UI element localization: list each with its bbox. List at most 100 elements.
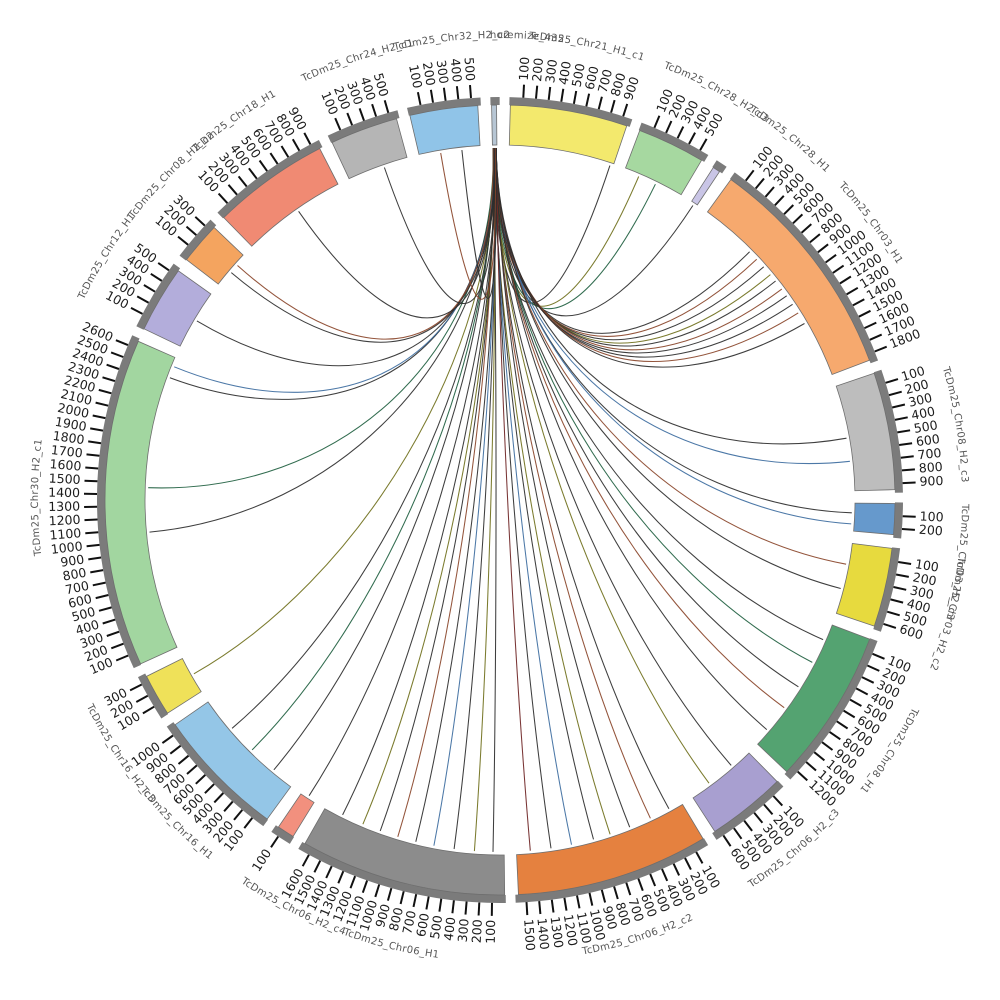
tick-mark [301, 854, 310, 867]
tick-mark [843, 709, 856, 719]
tick-mark [902, 481, 916, 485]
tick-label: 1300 [548, 915, 567, 949]
tick-mark [888, 390, 902, 397]
link-chord [379, 148, 495, 832]
tick-mark [597, 96, 603, 110]
tick-label: 900 [600, 904, 621, 931]
tick-mark [88, 556, 102, 561]
tick-label: 900 [919, 473, 944, 489]
tick-mark [774, 195, 785, 206]
tick-label: 600 [898, 621, 925, 643]
tick-mark [161, 734, 174, 744]
tick-label: 200 [529, 57, 546, 82]
tick-label: 400 [910, 403, 936, 422]
links-layer [148, 147, 852, 852]
link-chord [237, 148, 494, 340]
tick-mark [886, 610, 900, 617]
tick-mark [613, 886, 619, 900]
segment-name-label: horemize_435 [490, 30, 565, 45]
link-chord [494, 147, 651, 819]
tick-label: 100 [249, 846, 275, 874]
tick-mark [829, 731, 841, 741]
tick-label: 700 [64, 578, 90, 598]
link-chord [342, 147, 496, 816]
segment-arc-horemize_435 [491, 104, 498, 146]
tick-label: 1000 [50, 538, 83, 556]
tick-mark [386, 887, 393, 901]
link-chord [495, 147, 631, 828]
tick-mark [85, 531, 99, 535]
tick-mark [874, 345, 888, 353]
tick-mark [695, 851, 704, 864]
tick-mark [204, 783, 215, 794]
tick-mark [157, 262, 170, 272]
tick-mark [610, 99, 616, 113]
tick-label: 300 [907, 390, 934, 410]
tick-mark [88, 440, 102, 445]
tick-mark [585, 93, 591, 107]
tick-label: 900 [372, 902, 393, 929]
tick-mark [588, 892, 594, 906]
segment-cap-band [298, 841, 506, 904]
tick-mark [412, 893, 418, 908]
tick-mark [891, 403, 906, 409]
segment-arc-TcDm25_Chr06_H2_c3 [692, 752, 778, 833]
tick-mark [550, 899, 555, 913]
tick-mark [894, 416, 908, 421]
tick-mark [797, 770, 808, 782]
tick-label: 500 [427, 914, 445, 940]
tick-mark [839, 275, 852, 285]
tick-mark [399, 891, 405, 905]
tick-mark [684, 857, 692, 871]
tick-label: 900 [620, 75, 642, 102]
link-chord [492, 148, 758, 337]
link-chord [383, 147, 496, 305]
link-chord [461, 147, 497, 299]
tick-label: 1700 [50, 442, 83, 460]
tick-label: 300 [78, 629, 105, 651]
segment-arc-TcDm25_Chr16_H1 [174, 701, 292, 820]
segment-arc-TcDm25_Chr06_H1 [304, 808, 506, 896]
tick-label: 1000 [587, 908, 609, 942]
tick-mark [625, 882, 632, 896]
tick-label: 200 [912, 569, 938, 588]
tick-mark [676, 126, 685, 139]
tick-mark [560, 88, 565, 102]
tick-mark [177, 754, 190, 765]
link-chord [196, 147, 496, 367]
segment-arc-TcDm25_Chr03_H2_c3 [853, 502, 896, 536]
tick-label: 200 [420, 61, 439, 87]
tick-mark [576, 895, 581, 909]
tick-mark [622, 103, 629, 117]
segment-arc-TcDm25_Chr30_H2_c1 [104, 340, 178, 665]
tick-mark [106, 363, 120, 370]
tick-mark [95, 594, 109, 600]
tick-mark [653, 115, 661, 129]
tick-mark [223, 800, 234, 812]
link-chord [492, 148, 611, 304]
tick-label: 400 [74, 617, 101, 638]
tick-mark [743, 819, 753, 832]
segment-cap-band [712, 160, 727, 174]
segment-arc-TcDm25_Chr28_H2_c3 [625, 130, 703, 196]
tick-mark [772, 795, 784, 807]
segment-cap-band [509, 97, 633, 127]
segment-cap-band [217, 139, 323, 219]
tick-mark [84, 479, 98, 483]
link-chord [493, 148, 710, 784]
tick-label: 1400 [534, 917, 552, 950]
tick-label: 400 [441, 916, 459, 941]
segment-arc-TcDm25_Chr08_H1 [757, 624, 871, 773]
tick-mark [195, 774, 206, 785]
ticks-layer [83, 84, 916, 916]
tick-mark [836, 720, 849, 730]
tick-label: 1900 [54, 414, 88, 434]
tick-mark [185, 225, 197, 236]
segment-arc-TcDm25_Chr08_H2_c2 [185, 226, 244, 285]
tick-mark [817, 243, 829, 254]
tick-label: 300 [455, 918, 472, 943]
segment-arc-TcDm25_Chr03_H1 [706, 178, 870, 375]
tick-mark [438, 898, 443, 912]
segment-cap-band [784, 638, 878, 780]
segment-names-layer: TcDm25_Chr21_H1_c1TcDm25_Chr28_H2_c3TcDm… [30, 30, 970, 961]
